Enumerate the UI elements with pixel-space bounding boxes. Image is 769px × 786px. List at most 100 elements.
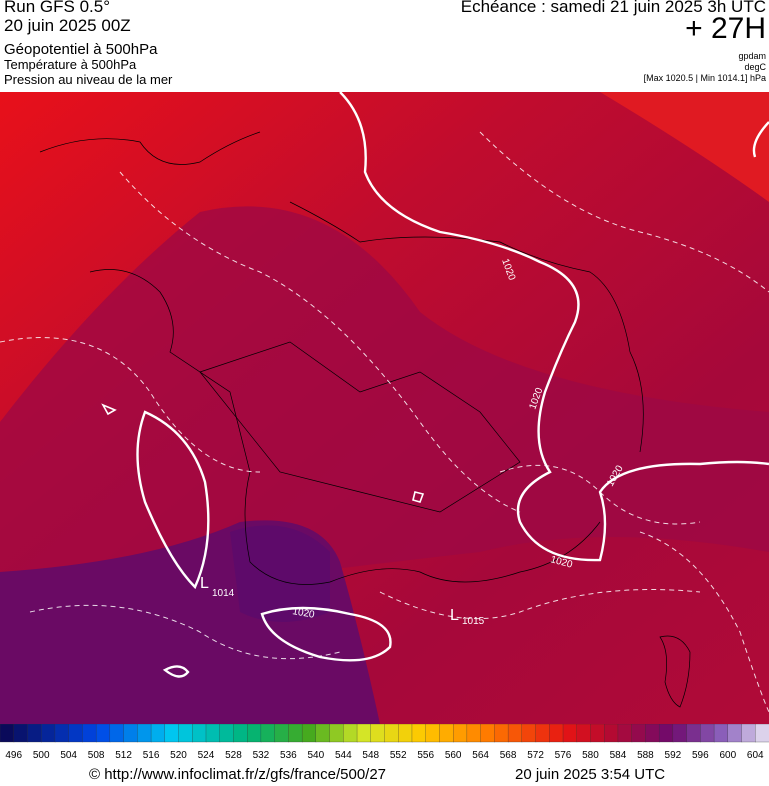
valid-time: Echéance : samedi 21 juin 2025 3h UTC: [460, 0, 766, 16]
color-swatch: [82, 724, 97, 743]
colorbar-label: 548: [362, 750, 379, 761]
run-title: Run GFS 0.5°: [4, 0, 111, 16]
color-swatch: [0, 724, 15, 743]
colorbar-label: 504: [60, 750, 77, 761]
color-swatch: [755, 724, 769, 743]
color-swatch: [109, 724, 125, 743]
color-swatch: [727, 724, 743, 743]
low-pressure: 1015: [462, 616, 485, 627]
isobars: [101, 92, 769, 678]
colorbar-label: 536: [280, 750, 297, 761]
color-swatch: [700, 724, 715, 743]
color-swatch: [590, 724, 605, 743]
colorbar-label: 520: [170, 750, 187, 761]
colorbar-label: 560: [445, 750, 462, 761]
colorbar: 496 500 504 508 512 516 520 524 528 532 536 540 544 5…: [0, 724, 769, 761]
color-swatch: [713, 724, 729, 743]
colorbar-label: 532: [253, 750, 270, 761]
color-swatch: [521, 724, 537, 743]
field-3: Pression au niveau de la mer: [4, 72, 173, 87]
colorbar-label: 588: [637, 750, 654, 761]
color-swatch: [453, 724, 468, 743]
color-swatch: [549, 724, 564, 743]
color-swatch: [439, 724, 454, 743]
color-swatch: [535, 724, 550, 743]
source-url: © http://www.infoclimat.fr/z/gfs/france/…: [89, 766, 387, 783]
field-2: Température à 500hPa: [4, 57, 137, 72]
color-swatch: [425, 724, 441, 743]
color-swatch: [192, 724, 207, 743]
color-swatch: [95, 724, 111, 743]
colorbar-label: 600: [719, 750, 736, 761]
color-swatch: [54, 724, 70, 743]
color-swatch: [741, 724, 756, 743]
color-swatch: [576, 724, 592, 743]
color-swatch: [384, 724, 399, 743]
color-swatch: [658, 724, 674, 743]
low-marker: L: [200, 575, 209, 592]
color-swatch: [370, 724, 386, 743]
colorbar-label: 592: [665, 750, 682, 761]
cold-core-2: [230, 525, 330, 622]
unit-3: [Max 1020.5 | Min 1014.1] hPa: [643, 73, 766, 83]
color-swatch: [645, 724, 660, 743]
color-swatch: [274, 724, 290, 743]
color-swatch: [123, 724, 138, 743]
colorbar-label: 540: [307, 750, 324, 761]
color-swatch: [301, 724, 317, 743]
color-swatch: [205, 724, 221, 743]
color-swatch: [41, 724, 56, 743]
color-swatch: [604, 724, 619, 743]
colorbar-label: 496: [5, 750, 22, 761]
color-swatch: [247, 724, 262, 743]
color-swatch: [343, 724, 358, 743]
map: 1020 1020 1020 1020 1020 L 1014 L 1015: [0, 92, 769, 724]
creation-time: 20 juin 2025 3:54 UTC: [515, 766, 666, 783]
colorbar-label: 564: [472, 750, 489, 761]
colorbar-label: 596: [692, 750, 709, 761]
warm-zone: [600, 92, 769, 202]
unit-1: gpdam: [738, 51, 766, 61]
colorbar-label: 576: [555, 750, 572, 761]
unit-2: degC: [744, 62, 766, 72]
isobar-label: 1020: [291, 606, 315, 621]
colorbar-label: 580: [582, 750, 599, 761]
color-swatch: [260, 724, 276, 743]
colorbar-label: 500: [33, 750, 50, 761]
run-date: 20 juin 2025 00Z: [4, 16, 131, 35]
color-swatch: [178, 724, 193, 743]
color-swatch: [150, 724, 166, 743]
color-swatch: [398, 724, 413, 743]
color-swatch: [219, 724, 235, 743]
colorbar-label: 568: [500, 750, 517, 761]
color-swatch: [27, 724, 42, 743]
color-swatch: [288, 724, 303, 743]
colorbar-label: 528: [225, 750, 242, 761]
colorbar-label: 584: [610, 750, 627, 761]
colorbar-label: 512: [115, 750, 132, 761]
colorbar-label: 604: [747, 750, 764, 761]
colorbar-label: 572: [527, 750, 544, 761]
color-swatch: [356, 724, 372, 743]
lead-time: + 27H: [685, 12, 766, 45]
color-swatch: [466, 724, 482, 743]
colorbar-label: 556: [417, 750, 434, 761]
colorbar-label: 524: [198, 750, 215, 761]
field-1: Géopotentiel à 500hPa: [4, 41, 158, 58]
color-swatch: [329, 724, 344, 743]
coastlines: [39, 131, 691, 708]
color-swatch: [686, 724, 701, 743]
color-swatch: [13, 724, 29, 743]
colorbar-label: 552: [390, 750, 407, 761]
color-swatch: [233, 724, 248, 743]
color-swatch: [137, 724, 152, 743]
color-swatch: [480, 724, 496, 743]
color-swatch: [631, 724, 647, 743]
color-swatch: [672, 724, 688, 743]
cool-zone: [0, 206, 769, 612]
color-swatch: [68, 724, 84, 743]
colorbar-label: 516: [143, 750, 160, 761]
color-swatch: [507, 724, 523, 743]
color-swatch: [315, 724, 331, 743]
